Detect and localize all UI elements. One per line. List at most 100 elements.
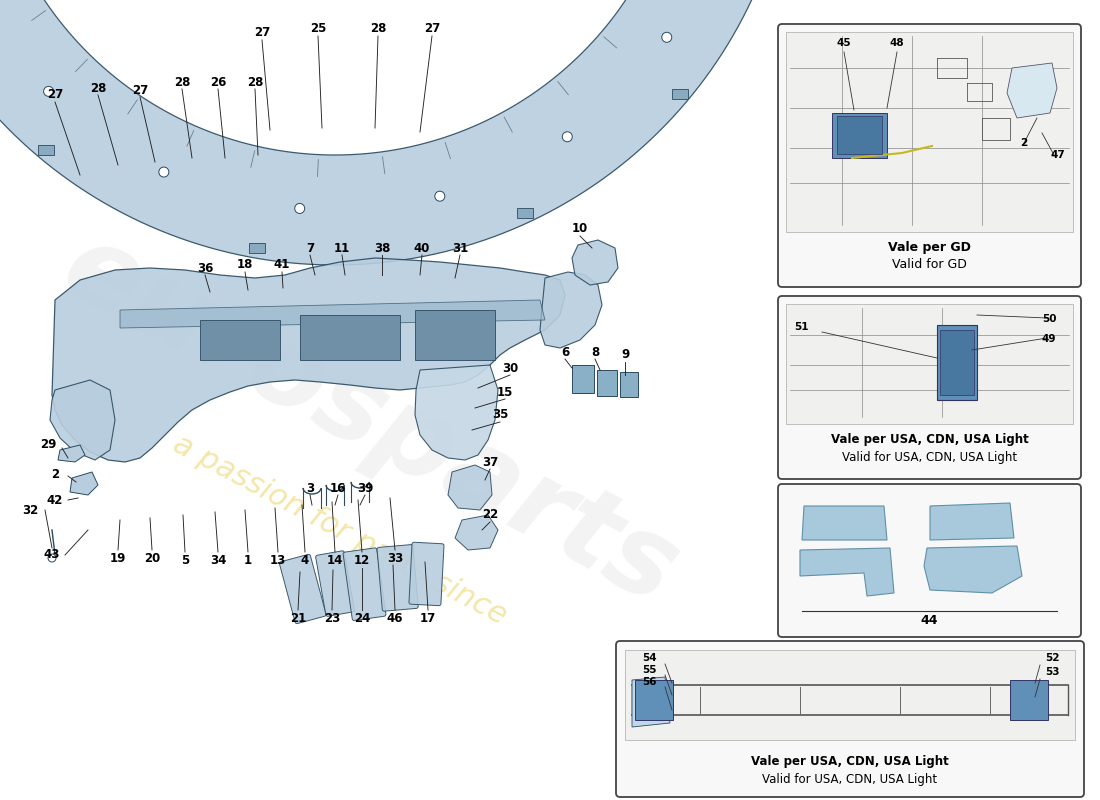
Bar <box>37 145 54 154</box>
Polygon shape <box>572 240 618 285</box>
Text: 41: 41 <box>274 258 290 271</box>
Text: 32: 32 <box>22 503 38 517</box>
Text: Valid for USA, CDN, USA Light: Valid for USA, CDN, USA Light <box>842 450 1018 463</box>
Text: 40: 40 <box>414 242 430 254</box>
Bar <box>937 325 977 400</box>
FancyBboxPatch shape <box>409 542 444 606</box>
Text: Vale per USA, CDN, USA Light: Vale per USA, CDN, USA Light <box>830 434 1028 446</box>
Polygon shape <box>924 546 1022 593</box>
Text: 51: 51 <box>794 322 808 332</box>
Text: 4: 4 <box>301 554 309 566</box>
Text: 35: 35 <box>492 409 508 422</box>
Text: 24: 24 <box>354 611 371 625</box>
Text: 8: 8 <box>591 346 600 358</box>
Polygon shape <box>52 258 565 462</box>
Text: Vale per GD: Vale per GD <box>888 242 971 254</box>
Text: 34: 34 <box>210 554 227 566</box>
Text: 48: 48 <box>890 38 904 48</box>
Polygon shape <box>800 548 894 596</box>
Text: 14: 14 <box>327 554 343 566</box>
Text: Valid for USA, CDN, USA Light: Valid for USA, CDN, USA Light <box>762 773 937 786</box>
Text: 31: 31 <box>452 242 469 254</box>
Text: 50: 50 <box>1042 314 1056 324</box>
Polygon shape <box>58 445 85 462</box>
Text: 36: 36 <box>197 262 213 274</box>
Text: 52: 52 <box>1045 653 1059 663</box>
Text: 18: 18 <box>236 258 253 271</box>
Bar <box>620 372 638 397</box>
FancyBboxPatch shape <box>279 554 326 624</box>
FancyBboxPatch shape <box>778 296 1081 479</box>
Text: 12: 12 <box>354 554 370 566</box>
Bar <box>249 243 265 253</box>
Text: 2: 2 <box>51 469 59 482</box>
Bar <box>786 304 1072 424</box>
Polygon shape <box>50 380 116 460</box>
Bar <box>572 365 594 393</box>
Circle shape <box>562 132 572 142</box>
Text: 46: 46 <box>387 611 404 625</box>
Text: 11: 11 <box>334 242 350 254</box>
Text: 28: 28 <box>174 75 190 89</box>
Text: 39: 39 <box>356 482 373 494</box>
Text: 13: 13 <box>270 554 286 566</box>
Text: 6: 6 <box>561 346 569 358</box>
Polygon shape <box>455 515 498 550</box>
Text: 9: 9 <box>620 349 629 362</box>
Circle shape <box>48 554 56 562</box>
Text: 54: 54 <box>642 653 657 663</box>
Text: 28: 28 <box>90 82 107 94</box>
FancyBboxPatch shape <box>343 548 386 621</box>
Bar <box>1010 680 1048 720</box>
Text: Vale per USA, CDN, USA Light: Vale per USA, CDN, USA Light <box>751 754 949 767</box>
Text: 16: 16 <box>330 482 346 494</box>
Text: 22: 22 <box>482 509 498 522</box>
FancyBboxPatch shape <box>316 551 354 616</box>
Text: 10: 10 <box>572 222 588 234</box>
Text: 26: 26 <box>210 75 227 89</box>
FancyBboxPatch shape <box>377 545 418 611</box>
Polygon shape <box>448 465 492 510</box>
Text: 29: 29 <box>40 438 56 451</box>
Text: 5: 5 <box>180 554 189 566</box>
Text: 27: 27 <box>254 26 271 38</box>
Text: 17: 17 <box>420 611 436 625</box>
Text: a passion for parts since: a passion for parts since <box>168 430 512 630</box>
Text: 55: 55 <box>642 665 657 675</box>
Text: 28: 28 <box>370 22 386 34</box>
Polygon shape <box>70 472 98 495</box>
Bar <box>300 315 400 360</box>
Bar <box>597 370 617 396</box>
Polygon shape <box>0 0 785 265</box>
Text: 2: 2 <box>1021 138 1027 148</box>
Text: 37: 37 <box>482 455 498 469</box>
Polygon shape <box>120 300 544 328</box>
Bar <box>786 32 1072 232</box>
FancyBboxPatch shape <box>778 24 1081 287</box>
Text: 53: 53 <box>1045 667 1059 677</box>
Text: 30: 30 <box>502 362 518 374</box>
Bar <box>837 116 882 154</box>
Text: 20: 20 <box>144 551 161 565</box>
Text: 27: 27 <box>132 83 148 97</box>
FancyBboxPatch shape <box>616 641 1084 797</box>
Polygon shape <box>1006 63 1057 118</box>
Text: 7: 7 <box>306 242 315 254</box>
Bar <box>635 680 673 720</box>
Text: 42: 42 <box>47 494 63 506</box>
Bar <box>517 208 534 218</box>
Polygon shape <box>540 272 602 348</box>
Text: Valid for GD: Valid for GD <box>892 258 967 271</box>
Polygon shape <box>802 506 887 540</box>
Text: 1: 1 <box>244 554 252 566</box>
Text: 43: 43 <box>44 549 60 562</box>
Bar <box>832 113 887 158</box>
Text: 38: 38 <box>374 242 390 254</box>
Text: 49: 49 <box>1042 334 1056 344</box>
Bar <box>415 310 495 360</box>
Circle shape <box>158 167 168 177</box>
Text: 28: 28 <box>246 75 263 89</box>
Text: 47: 47 <box>1050 150 1066 160</box>
Bar <box>200 320 280 360</box>
Text: 27: 27 <box>47 89 63 102</box>
